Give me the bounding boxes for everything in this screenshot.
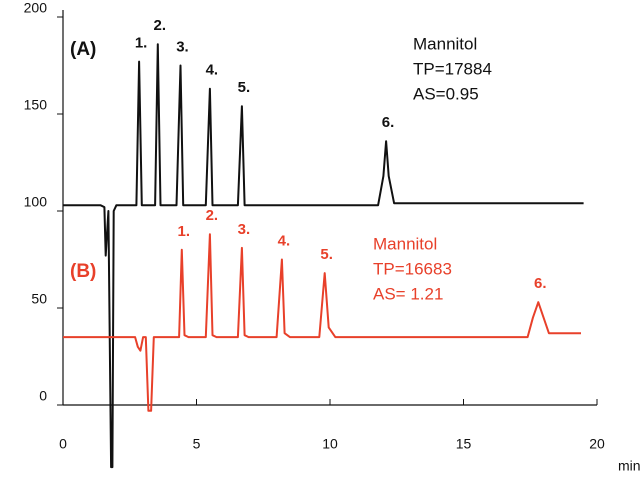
- series-note: AS= 1.21: [373, 284, 443, 303]
- peak-label: 3.: [176, 38, 189, 55]
- series-name: (B): [70, 261, 96, 282]
- y-tick-label: 50: [31, 291, 47, 307]
- peak-label: 4.: [206, 62, 219, 79]
- peak-label: 2.: [206, 207, 219, 224]
- x-tick-label: 20: [589, 436, 605, 452]
- y-tick-label: 100: [24, 194, 48, 210]
- series-note: Mannitol: [413, 34, 477, 53]
- peak-label: 2.: [154, 17, 167, 34]
- trace: [63, 43, 584, 469]
- series-note: TP=16683: [373, 259, 452, 278]
- series-note: TP=17884: [413, 59, 492, 78]
- x-tick-label: 15: [456, 436, 472, 452]
- x-tick-label: 0: [59, 436, 67, 452]
- series-name: (A): [70, 39, 96, 60]
- peak-label: 5.: [320, 246, 333, 263]
- y-tick-label: 0: [39, 388, 47, 404]
- peak-label: 6.: [382, 114, 395, 131]
- x-axis-label: min: [618, 458, 641, 474]
- series-note: AS=0.95: [413, 84, 479, 103]
- y-tick-label: 200: [24, 0, 48, 16]
- peak-label: 3.: [238, 221, 251, 238]
- peak-label: 6.: [534, 275, 547, 292]
- trace: [63, 233, 581, 412]
- y-tick-label: 150: [24, 97, 48, 113]
- peak-label: 1.: [178, 223, 191, 240]
- series-note: Mannitol: [373, 234, 437, 253]
- x-tick-label: 5: [193, 436, 201, 452]
- peak-label: 4.: [278, 232, 291, 249]
- x-tick-label: 10: [322, 436, 338, 452]
- peak-label: 1.: [135, 35, 148, 52]
- peak-label: 5.: [238, 79, 251, 96]
